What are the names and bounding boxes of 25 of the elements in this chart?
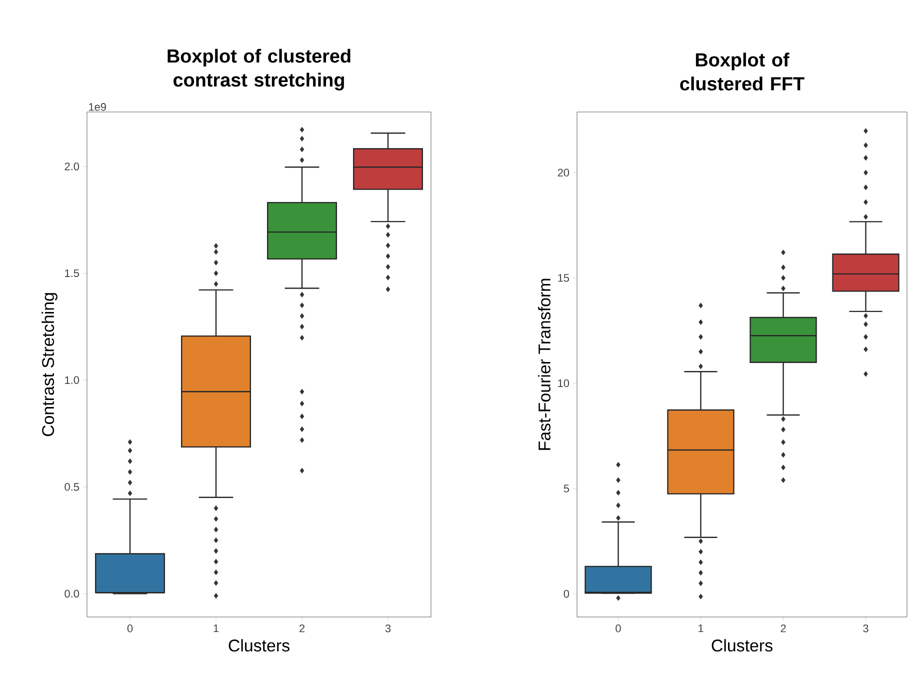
y-tick-label: 0 [564,590,570,598]
y-axis-title: Contrast Stretching [42,293,58,436]
y-tick-label: 0.0 [64,590,80,598]
x-axis-title: Clusters [712,639,772,652]
y-tick-label: 15 [558,274,570,282]
x-tick-label: 0 [616,624,621,632]
y-tick-label: 1.5 [65,269,80,278]
x-tick-label: 1 [214,624,219,632]
x-tick-label: 1 [698,624,704,632]
x-axis-title: Clusters [228,639,290,652]
y-tick-label: 2.0 [64,162,80,170]
x-tick-label: 3 [863,624,868,632]
x-tick-label: 3 [385,624,391,632]
x-tick-label: 2 [780,624,786,632]
y-tick-label: 1.0 [65,376,80,384]
chart-title: Boxplot of clustered FFT [680,52,804,90]
y-tick-label: 10 [558,379,570,388]
y-axis-title: Fast-Fourier Transform [538,278,550,450]
x-tick-label: 2 [300,624,305,632]
y-tick-label: 20 [558,168,570,177]
x-tick-label: 0 [127,624,133,632]
text: 1e9 [89,103,106,111]
y-tick-label: 5 [564,484,570,492]
y-tick-label: 0.5 [64,483,80,491]
chart-title: Boxplot of clustered contrast stretching [168,48,350,90]
